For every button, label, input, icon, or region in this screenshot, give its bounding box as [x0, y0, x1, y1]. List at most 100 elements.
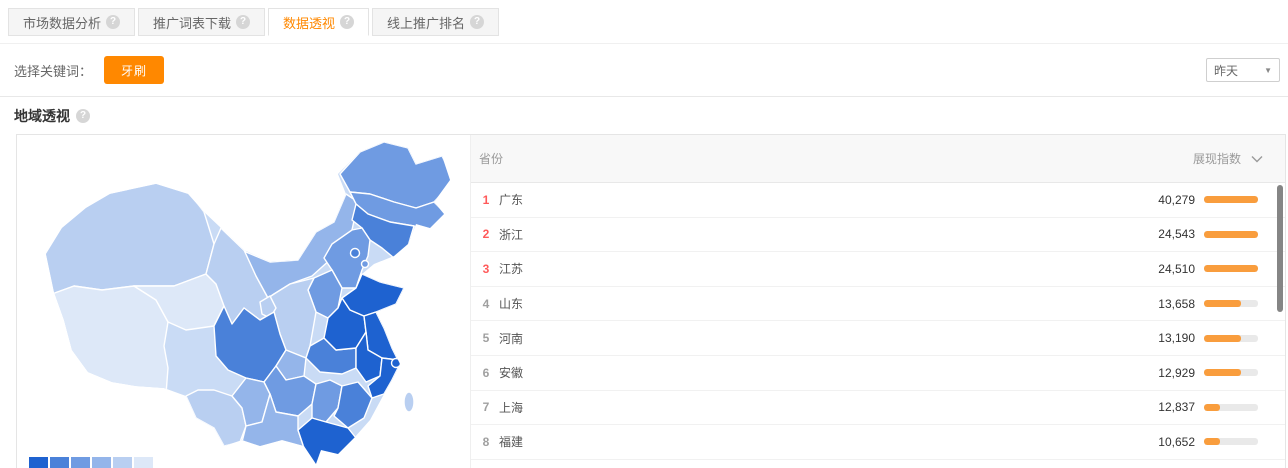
help-icon[interactable]: ? [236, 15, 251, 29]
province-name: 河南 [499, 331, 524, 346]
province-name: 福建 [499, 435, 524, 450]
province-rank-table: 省份 展现指数 1 广东 40,279 2 浙江 24,543 3 江苏 [471, 135, 1285, 468]
province-beijing[interactable] [349, 247, 361, 259]
region-pivot-panel: 省份 展现指数 1 广东 40,279 2 浙江 24,543 3 江苏 [16, 134, 1286, 468]
divider [0, 96, 1288, 97]
tab-online-promotion-rank[interactable]: 线上推广排名 ? [372, 8, 500, 36]
province-zhejiang[interactable] [367, 357, 401, 399]
index-bar-fill [1204, 334, 1242, 342]
index-bar-fill [1204, 403, 1220, 411]
index-bar-track [1204, 334, 1258, 342]
tab-label: 数据透视 [283, 15, 336, 31]
section-title: 地域透视 [14, 107, 70, 124]
index-bar-track [1204, 403, 1258, 411]
rank-number: 6 [482, 365, 490, 380]
index-bar-track [1204, 300, 1258, 308]
province-xinjiang[interactable] [34, 177, 215, 295]
province-name: 广东 [499, 193, 524, 208]
date-range-select[interactable]: 昨天 ▼ [1206, 58, 1280, 82]
tab-label: 线上推广排名 [387, 15, 466, 31]
sort-by-index[interactable]: 展现指数 [1193, 150, 1263, 167]
province-hebei[interactable] [323, 227, 371, 289]
map-legend-swatch[interactable] [71, 457, 90, 468]
rank-number: 8 [482, 434, 490, 449]
table-row: 2 浙江 24,543 [471, 218, 1285, 253]
index-value: 12,837 [1158, 400, 1195, 415]
province-tibet[interactable] [51, 285, 169, 395]
rank-number: 4 [482, 296, 490, 311]
column-index: 展现指数 [1192, 152, 1241, 166]
province-name: 江苏 [499, 262, 524, 277]
index-value: 13,658 [1158, 296, 1195, 311]
table-body: 1 广东 40,279 2 浙江 24,543 3 江苏 24,510 4 山东… [471, 183, 1285, 460]
date-range-value: 昨天 [1214, 63, 1239, 78]
rank-number: 3 [482, 261, 490, 276]
rank-number: 7 [482, 400, 490, 415]
table-row: 3 江苏 24,510 [471, 252, 1285, 287]
tab-label: 推广词表下载 [153, 15, 232, 31]
section-header: 地域透视 ? [0, 97, 1288, 134]
index-bar-fill [1204, 300, 1242, 308]
table-header: 省份 展现指数 [471, 135, 1285, 183]
index-value: 24,543 [1158, 227, 1195, 242]
tab-market-analysis[interactable]: 市场数据分析 ? [8, 8, 136, 36]
index-bar-fill [1204, 230, 1258, 238]
rank-number: 5 [482, 331, 490, 346]
map-legend-swatch[interactable] [113, 457, 132, 468]
table-row: 7 上海 12,837 [471, 391, 1285, 426]
index-bar-track [1204, 230, 1258, 238]
tab-keyword-list-download[interactable]: 推广词表下载 ? [138, 8, 266, 36]
index-bar-fill [1204, 265, 1258, 273]
province-tianjin[interactable] [360, 259, 370, 269]
china-choropleth-svg [34, 142, 450, 464]
index-bar-fill [1204, 438, 1220, 446]
tab-data-pivot[interactable]: 数据透视 ? [268, 8, 370, 36]
help-icon[interactable]: ? [470, 15, 485, 29]
filter-row: 选择关键词： 牙刷 昨天 ▼ [0, 44, 1288, 96]
index-bar-track [1204, 369, 1258, 377]
index-value: 40,279 [1158, 192, 1195, 207]
province-taiwan[interactable] [403, 391, 415, 413]
rank-number: 2 [482, 227, 490, 242]
map-legend-swatch[interactable] [92, 457, 111, 468]
china-map[interactable] [17, 135, 471, 468]
keyword-select-label: 选择关键词： [14, 63, 93, 79]
keyword-button[interactable]: 牙刷 [104, 56, 165, 84]
index-bar-fill [1204, 196, 1258, 204]
index-bar-track [1204, 265, 1258, 273]
index-value: 24,510 [1158, 261, 1195, 276]
tab-bar: 市场数据分析 ? 推广词表下载 ? 数据透视 ? 线上推广排名 ? [0, 0, 1288, 44]
map-legend-swatch[interactable] [50, 457, 69, 468]
tab-label: 市场数据分析 [23, 15, 102, 31]
index-bar-fill [1204, 369, 1241, 377]
table-scrollbar-thumb[interactable] [1277, 185, 1283, 312]
province-fujian[interactable] [333, 381, 373, 429]
province-name: 山东 [499, 297, 524, 312]
province-name: 安徽 [499, 366, 524, 381]
province-anhui[interactable] [355, 331, 383, 383]
table-row: 8 福建 10,652 [471, 425, 1285, 460]
province-name: 浙江 [499, 227, 524, 242]
chevron-down-icon [1251, 155, 1263, 162]
table-row: 1 广东 40,279 [471, 183, 1285, 218]
province-name: 上海 [499, 400, 524, 415]
map-legend [29, 457, 153, 468]
index-bar-track [1204, 196, 1258, 204]
province-shandong[interactable] [341, 273, 405, 317]
index-bar-track [1204, 438, 1258, 446]
index-value: 10,652 [1158, 434, 1195, 449]
table-row: 4 山东 13,658 [471, 287, 1285, 322]
map-legend-swatch[interactable] [29, 457, 48, 468]
rank-number: 1 [482, 192, 490, 207]
help-icon[interactable]: ? [340, 15, 355, 29]
index-value: 12,929 [1158, 365, 1195, 380]
dropdown-caret-icon: ▼ [1264, 65, 1272, 75]
table-row: 5 河南 13,190 [471, 321, 1285, 356]
province-hunan[interactable] [263, 365, 317, 417]
province-jiangxi[interactable] [311, 379, 343, 423]
help-icon[interactable]: ? [106, 15, 121, 29]
province-shanghai[interactable] [390, 357, 402, 369]
help-icon[interactable]: ? [76, 108, 90, 123]
index-value: 13,190 [1158, 331, 1195, 346]
map-legend-swatch[interactable] [134, 457, 153, 468]
